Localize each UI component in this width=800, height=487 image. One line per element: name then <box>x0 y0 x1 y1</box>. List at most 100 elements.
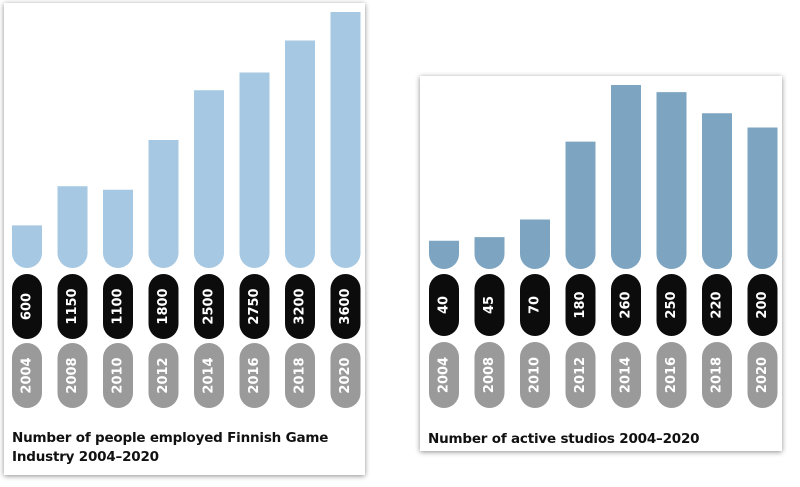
employees-bar-2016 <box>239 72 270 268</box>
employees-value-pill-2014 <box>194 274 224 339</box>
employees-year-label-2012: 2012 <box>156 357 171 393</box>
studios-value-label-2008: 45 <box>482 296 497 314</box>
studios-year-pill-2016 <box>656 342 687 408</box>
studios-value-pill-2004 <box>429 274 459 336</box>
studios-year-label-2004: 2004 <box>437 357 452 393</box>
studios-value-label-2016: 250 <box>664 291 679 318</box>
studios-year-pill-2008 <box>474 342 505 408</box>
studios-value-label-2004: 40 <box>437 296 452 314</box>
studios-year-label-2010: 2010 <box>528 357 543 393</box>
employees-value-label-2020: 3600 <box>338 288 353 324</box>
studios-value-label-2020: 200 <box>755 291 770 318</box>
studios-year-pill-2012 <box>565 342 596 408</box>
studios-value-label-2012: 180 <box>573 291 588 318</box>
studios-bar-2010 <box>520 219 550 269</box>
employees-year-pill-2014 <box>194 343 224 408</box>
studios-year-label-2012: 2012 <box>573 357 588 393</box>
employees-chart-title: Number of people employed Finnish Game I… <box>12 430 329 465</box>
employees-value-label-2010: 1100 <box>111 288 126 324</box>
employees-year-pill-2012 <box>148 343 179 408</box>
studios-value-pill-2010 <box>520 274 550 336</box>
studios-bar-2012 <box>565 141 596 269</box>
studios-bar-2018 <box>702 113 732 269</box>
employees-bar-2020 <box>330 12 361 268</box>
employees-year-pill-2008 <box>57 343 88 408</box>
studios-year-label-2016: 2016 <box>664 357 679 393</box>
employees-bar-group-2010: 1100 2010 <box>103 189 133 408</box>
studios-bar-group-2018: 220 2018 <box>702 113 732 408</box>
studios-bar-group-2012: 180 2012 <box>565 141 596 408</box>
employees-bar-group-2004: 600 2004 <box>12 225 42 408</box>
studios-value-pill-2012 <box>565 274 596 336</box>
employees-bar-2008 <box>57 186 88 268</box>
studios-year-pill-2014 <box>611 342 641 408</box>
employees-bar-group-2016: 2750 2016 <box>239 72 270 408</box>
employees-bar-2014 <box>194 90 224 268</box>
employees-year-label-2008: 2008 <box>65 357 80 393</box>
studios-bar-group-2016: 250 2016 <box>656 92 687 408</box>
employees-value-label-2016: 2750 <box>247 288 262 324</box>
studios-bar-2020 <box>747 127 778 269</box>
employees-bar-2010 <box>103 189 133 268</box>
studios-chart: 4020044520087020101802012260201425020162… <box>429 85 778 408</box>
employees-year-pill-2016 <box>239 343 270 408</box>
studios-year-label-2014: 2014 <box>619 357 634 393</box>
employees-value-pill-2016 <box>239 274 270 339</box>
employees-chart: 6002004115020081100201018002012250020142… <box>12 12 361 408</box>
studios-value-pill-2008 <box>474 274 505 336</box>
employees-bar-2012 <box>148 140 179 268</box>
employees-year-pill-2010 <box>103 343 133 408</box>
employees-value-label-2004: 600 <box>20 293 35 320</box>
studios-bar-group-2014: 260 2014 <box>611 85 641 408</box>
employees-bar-group-2008: 1150 2008 <box>57 186 88 408</box>
employees-value-label-2008: 1150 <box>65 288 80 324</box>
studios-bar-group-2008: 45 2008 <box>474 237 505 408</box>
studios-value-pill-2014 <box>611 274 641 336</box>
employees-value-pill-2020 <box>330 274 361 339</box>
employees-bar-2018 <box>285 40 315 268</box>
studios-value-pill-2018 <box>702 274 732 336</box>
studios-year-pill-2004 <box>429 342 459 408</box>
employees-chart-panel: 600 2004 1150 2008 1100 2010 1800 2012 2500 2014 2… <box>4 3 365 475</box>
studios-year-label-2008: 2008 <box>482 357 497 393</box>
employees-value-pill-2018 <box>285 274 315 339</box>
studios-bar-2004 <box>429 240 459 269</box>
employees-value-label-2014: 2500 <box>202 288 217 324</box>
employees-year-label-2004: 2004 <box>20 357 35 393</box>
employees-value-pill-2004 <box>12 274 42 339</box>
studios-year-label-2020: 2020 <box>755 357 770 393</box>
studios-bar-2014 <box>611 85 641 269</box>
studios-bar-group-2020: 200 2020 <box>747 127 778 408</box>
employees-value-pill-2010 <box>103 274 133 339</box>
employees-year-pill-2018 <box>285 343 315 408</box>
employees-year-label-2018: 2018 <box>293 357 308 393</box>
studios-value-pill-2020 <box>747 274 778 336</box>
studios-chart-panel: 40 2004 45 2008 70 2010 180 2012 260 2014 250 2016 2… <box>420 76 782 451</box>
employees-year-pill-2020 <box>330 343 361 408</box>
employees-year-pill-2004 <box>12 343 42 408</box>
studios-bar-group-2004: 40 2004 <box>429 240 459 408</box>
studios-year-pill-2020 <box>747 342 778 408</box>
studios-bar-2008 <box>474 237 505 269</box>
studios-bar-group-2010: 70 2010 <box>520 219 550 408</box>
employees-bar-group-2018: 3200 2018 <box>285 40 315 408</box>
studios-year-label-2018: 2018 <box>710 357 725 393</box>
employees-year-label-2014: 2014 <box>202 357 217 393</box>
employees-value-pill-2008 <box>57 274 88 339</box>
studios-year-pill-2018 <box>702 342 732 408</box>
employees-bar-group-2012: 1800 2012 <box>148 140 179 408</box>
studios-bar-2016 <box>656 92 687 269</box>
employees-bar-group-2014: 2500 2014 <box>194 90 224 408</box>
studios-value-pill-2016 <box>656 274 687 336</box>
studios-value-label-2010: 70 <box>528 296 543 314</box>
employees-value-label-2018: 3200 <box>293 288 308 324</box>
employees-bar-group-2020: 3600 2020 <box>330 12 361 408</box>
studios-chart-title: Number of active studios 2004–2020 <box>428 431 700 447</box>
employees-year-label-2010: 2010 <box>111 357 126 393</box>
employees-year-label-2020: 2020 <box>338 357 353 393</box>
employees-value-pill-2012 <box>148 274 179 339</box>
employees-value-label-2012: 1800 <box>156 288 171 324</box>
studios-value-label-2018: 220 <box>710 291 725 318</box>
employees-bar-2004 <box>12 225 42 268</box>
studios-value-label-2014: 260 <box>619 291 634 318</box>
